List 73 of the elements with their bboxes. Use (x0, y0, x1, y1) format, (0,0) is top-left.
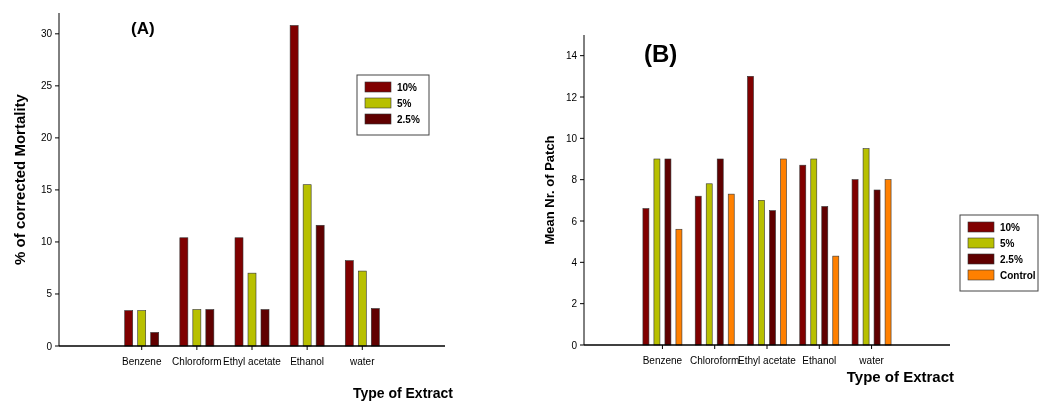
bar (769, 210, 776, 346)
bar (694, 195, 702, 346)
chart-title: (A) (131, 19, 155, 38)
bar (260, 309, 270, 347)
bar (653, 158, 661, 346)
x-axis-title: Type of Extract (352, 385, 454, 401)
bar (664, 158, 672, 346)
bar (675, 228, 683, 346)
y-tick-label: 10 (40, 236, 53, 248)
bar (832, 255, 840, 346)
bar (747, 76, 754, 346)
bar (205, 309, 215, 347)
y-tick-label: 0 (571, 339, 578, 351)
chart-title: (B) (644, 40, 678, 67)
bar (758, 200, 765, 346)
bar (821, 206, 829, 346)
bar (884, 179, 892, 346)
x-tick-label: Chloroform (172, 356, 222, 367)
bar (302, 184, 312, 347)
y-axis-title: % of corrected Mortality (11, 93, 28, 265)
legend-label: 2.5% (1000, 253, 1023, 265)
bar (370, 308, 380, 347)
bar (192, 309, 202, 347)
x-tick-label: Ethyl acetate (223, 356, 282, 367)
bar (862, 148, 870, 346)
bar (810, 158, 818, 346)
bar (716, 158, 724, 346)
legend-label: Control (1000, 269, 1036, 281)
bar (873, 189, 881, 346)
bar (124, 310, 134, 347)
y-tick-label: 4 (571, 256, 578, 268)
x-tick-label: Ethanol (290, 356, 325, 367)
bar (727, 193, 735, 346)
y-tick-label: 5 (46, 288, 53, 300)
x-tick-label: Ethyl acetate (738, 355, 797, 366)
bar (642, 208, 650, 346)
y-tick-label: 6 (571, 215, 578, 227)
legend-label: 10% (1000, 221, 1021, 233)
x-tick-label: Chloroform (689, 355, 740, 366)
x-tick-label: Benzene (121, 356, 162, 367)
bar (851, 179, 859, 346)
bar (357, 270, 367, 347)
y-tick-label: 10 (565, 132, 578, 144)
legend-label: 5% (1000, 237, 1015, 249)
bar (705, 183, 713, 346)
y-tick-label: 2 (571, 298, 578, 310)
bar (780, 158, 787, 346)
x-tick-label: water (858, 355, 885, 366)
x-tick-label: Benzene (642, 355, 683, 366)
y-tick-label: 8 (571, 174, 578, 186)
legend-label: 5% (397, 97, 412, 109)
y-tick-label: 25 (40, 80, 53, 92)
bar (150, 332, 160, 347)
y-tick-label: 20 (40, 132, 53, 144)
bar (289, 25, 299, 347)
bar (315, 224, 325, 347)
legend-label: 10% (397, 81, 418, 93)
x-axis-title: Type of Extract (846, 368, 954, 385)
x-tick-label: water (349, 356, 376, 367)
bar (179, 237, 189, 347)
y-tick-label: 15 (40, 184, 53, 196)
y-tick-label: 0 (46, 340, 53, 352)
y-tick-label: 30 (40, 28, 53, 40)
y-tick-label: 14 (565, 50, 578, 62)
y-tick-label: 12 (565, 91, 578, 103)
y-axis-title: Mean Nr. of Patch (542, 135, 557, 245)
bar (137, 310, 147, 347)
bar (799, 164, 807, 346)
legend-label: 2.5% (397, 113, 420, 125)
bar (344, 260, 354, 347)
bar (247, 272, 257, 347)
x-tick-label: Ethanol (802, 355, 837, 366)
bar (234, 237, 244, 347)
